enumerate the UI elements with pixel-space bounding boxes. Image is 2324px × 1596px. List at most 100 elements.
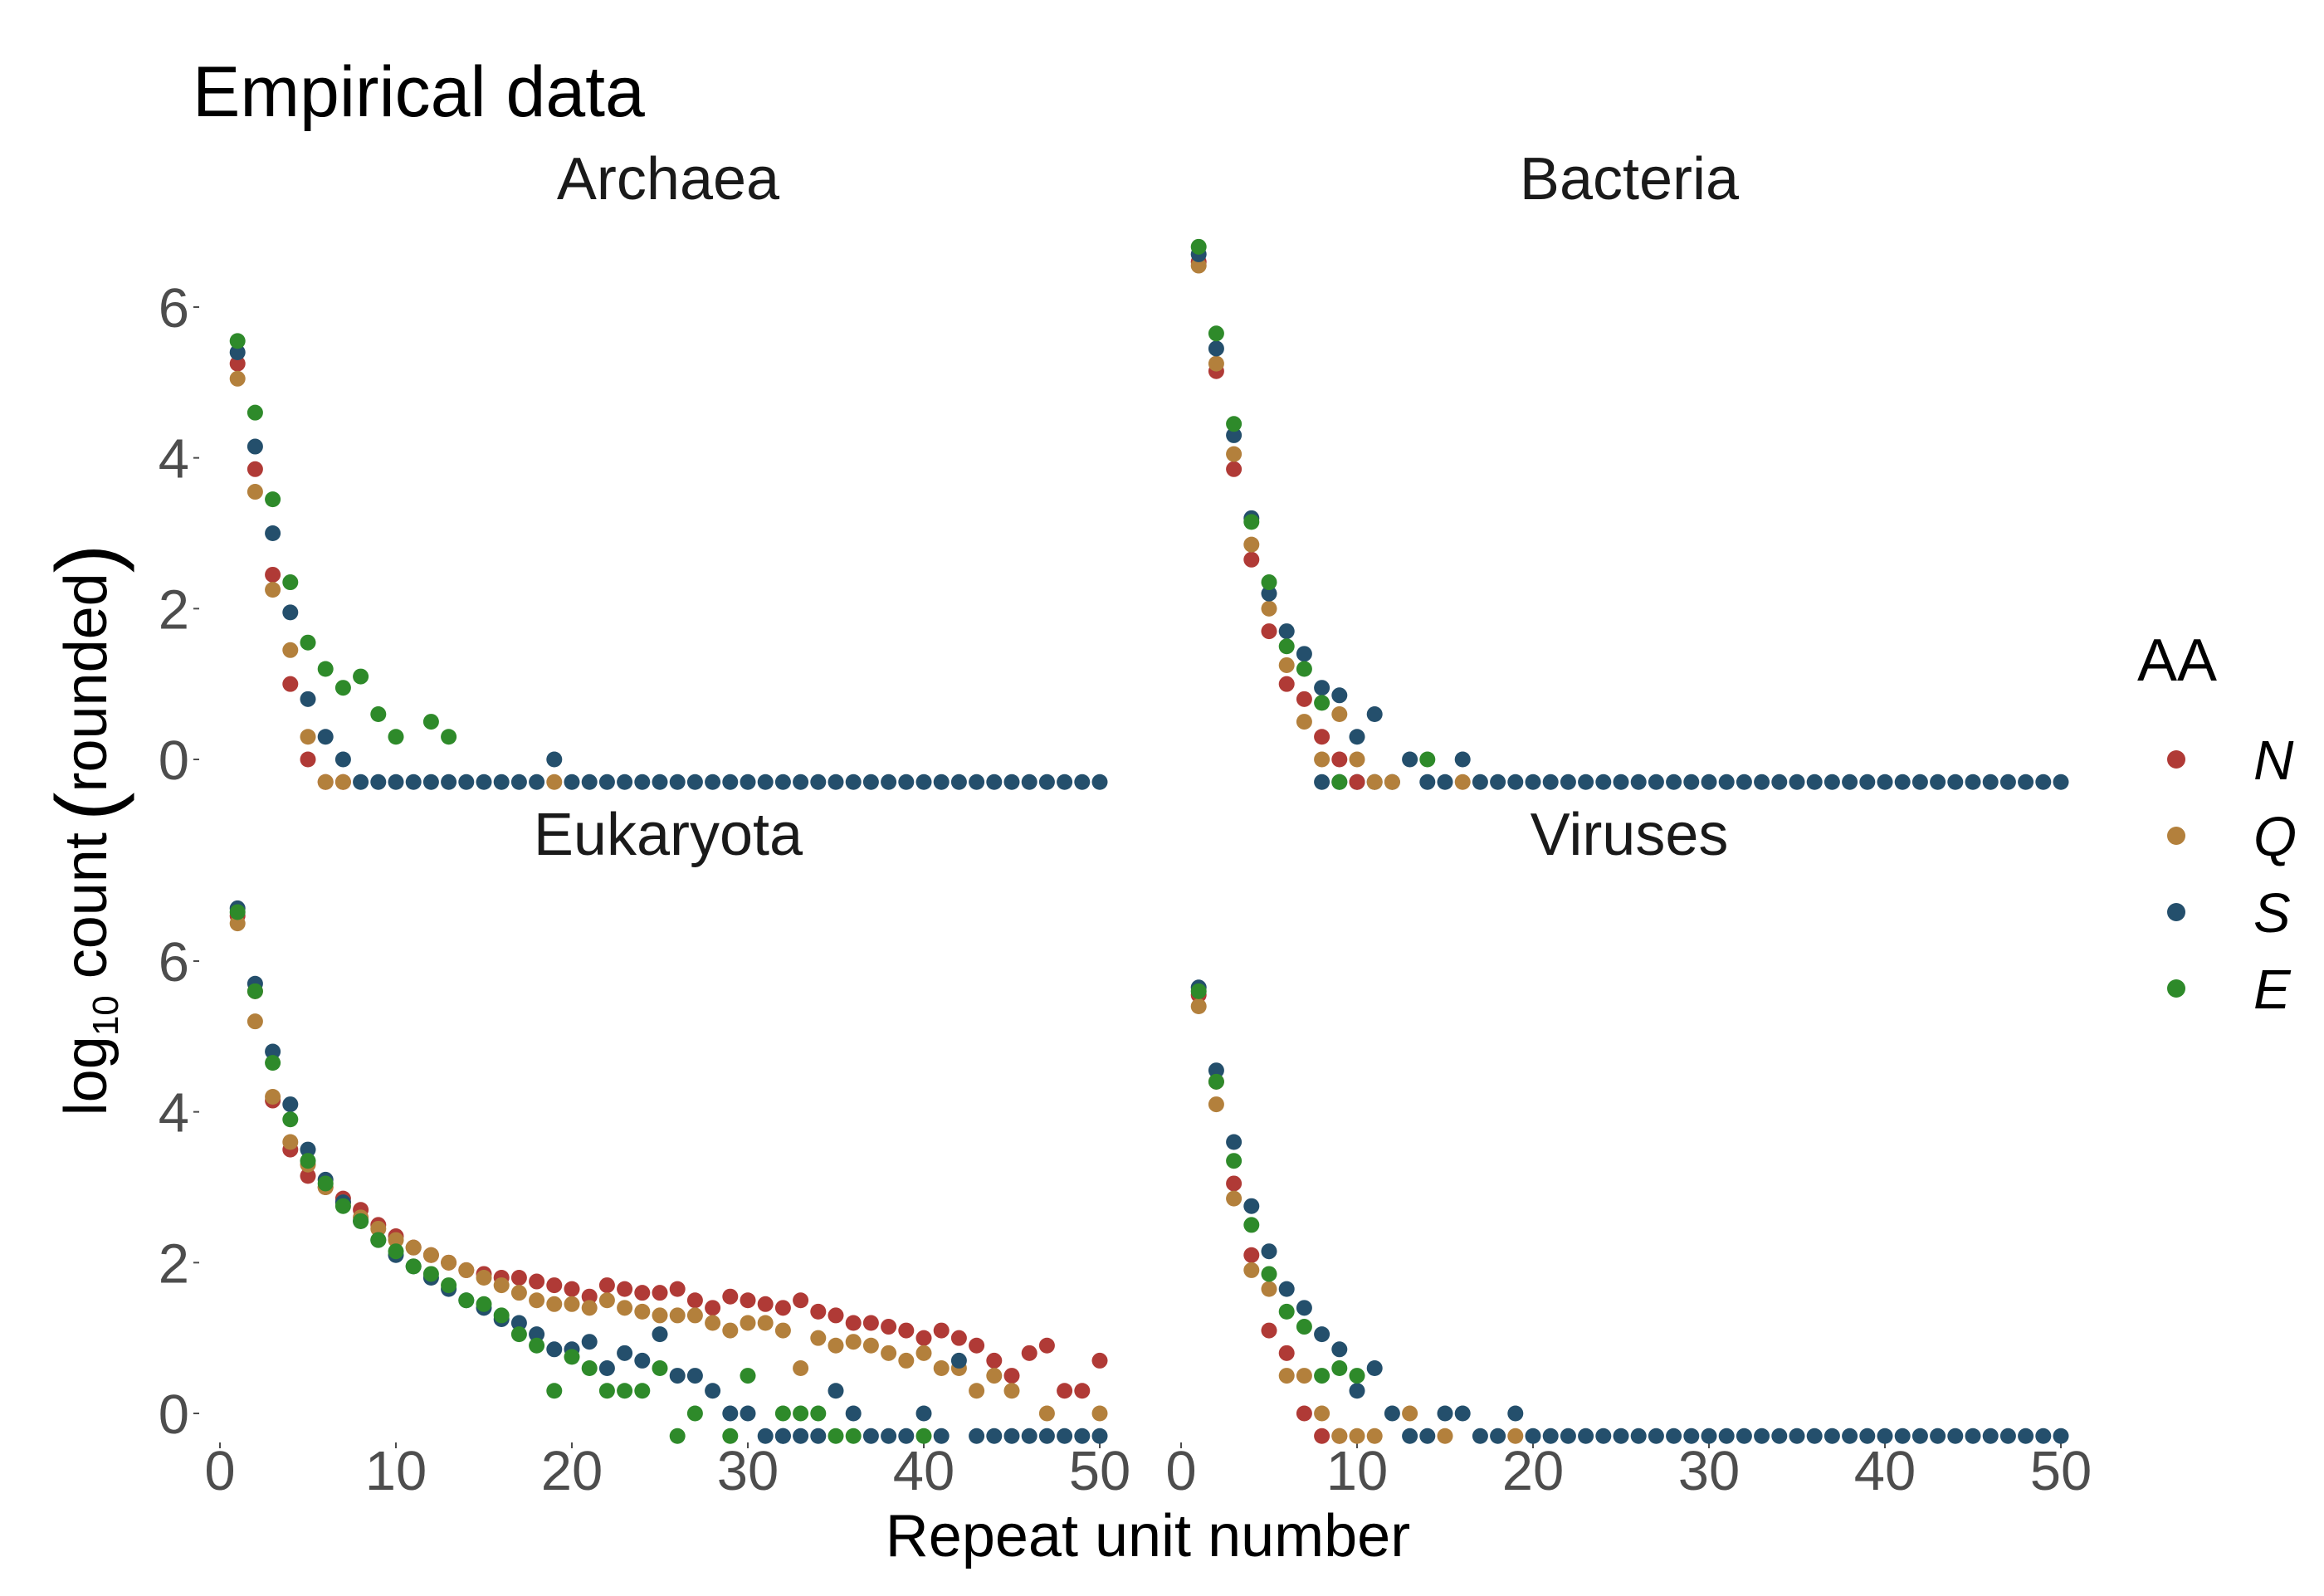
point-eukaryota-S: [845, 1405, 862, 1422]
point-bacteria-S-floor: [1560, 774, 1576, 790]
point-eukaryota-Q: [757, 1315, 774, 1331]
point-archaea-Q: [265, 582, 281, 598]
legend-key-E: [2167, 979, 2185, 998]
point-eukaryota-N: [774, 1300, 791, 1316]
point-bacteria-S-floor: [1877, 774, 1893, 790]
point-viruses-N: [1243, 1247, 1260, 1263]
point-eukaryota-N: [969, 1337, 985, 1354]
point-eukaryota-S-floor: [757, 1428, 774, 1444]
point-eukaryota-E: [686, 1405, 703, 1422]
point-archaea-E: [229, 333, 246, 349]
point-eukaryota-S: [915, 1405, 932, 1422]
point-bacteria-S: [1208, 340, 1224, 357]
legend-key-Q: [2167, 827, 2185, 845]
point-archaea-N: [247, 461, 263, 477]
point-archaea-Q: [546, 774, 563, 790]
point-archaea-Q: [334, 774, 351, 790]
point-eukaryota-Q: [969, 1383, 985, 1399]
point-bacteria-S-floor: [1578, 774, 1594, 790]
point-archaea-S-floor: [793, 774, 809, 790]
point-archaea-Q: [282, 642, 299, 658]
point-eukaryota-E: [529, 1337, 545, 1354]
point-viruses-S: [1384, 1405, 1400, 1422]
x-tick-label: 30: [717, 1440, 779, 1502]
point-viruses-Q: [1278, 1368, 1295, 1384]
panel-eukaryota-points: [229, 900, 1108, 1444]
x-axis-ticks-right-column: 0 10 20 30 40 50: [1165, 1440, 2092, 1502]
point-eukaryota-Q: [617, 1300, 633, 1316]
point-eukaryota-Q: [529, 1292, 545, 1309]
point-eukaryota-N: [845, 1315, 862, 1331]
point-archaea-S-floor: [810, 774, 827, 790]
point-archaea-S-floor: [598, 774, 615, 790]
point-archaea-S-floor: [617, 774, 633, 790]
point-viruses-S: [1331, 1341, 1348, 1358]
point-bacteria-S: [1314, 680, 1330, 696]
point-archaea-S: [334, 751, 351, 768]
point-viruses-Q: [1208, 1096, 1224, 1113]
point-viruses-S-floor: [1789, 1428, 1805, 1444]
point-bacteria-E: [1261, 574, 1277, 591]
point-eukaryota-Q: [458, 1262, 475, 1278]
point-archaea-S-floor: [722, 774, 739, 790]
point-archaea-S-floor: [388, 774, 404, 790]
point-bacteria-S-floor: [1507, 774, 1524, 790]
point-archaea-S: [265, 525, 281, 541]
point-archaea-E: [422, 714, 439, 730]
point-eukaryota-N: [1091, 1352, 1108, 1369]
point-archaea-S-floor: [564, 774, 580, 790]
point-eukaryota-S-floor: [1021, 1428, 1038, 1444]
y-tick-label: 0: [159, 730, 189, 792]
point-eukaryota-S: [705, 1383, 721, 1399]
y-tick-label: 2: [159, 1232, 189, 1295]
point-archaea-S-floor: [529, 774, 545, 790]
point-bacteria-Q: [1331, 706, 1348, 722]
x-tick-label: 50: [1069, 1440, 1131, 1502]
point-eukaryota-N: [300, 1168, 316, 1184]
point-eukaryota-Q: [546, 1296, 563, 1312]
point-eukaryota-N: [705, 1300, 721, 1316]
point-eukaryota-N: [510, 1270, 527, 1286]
point-eukaryota-Q: [370, 1220, 387, 1237]
point-eukaryota-S: [652, 1326, 668, 1343]
point-viruses-E: [1243, 1217, 1260, 1233]
x-tick-label: 30: [1678, 1440, 1741, 1502]
point-viruses-S-floor: [1911, 1428, 1928, 1444]
point-archaea-S-floor: [634, 774, 651, 790]
point-archaea-S-floor: [422, 774, 439, 790]
point-eukaryota-S: [598, 1360, 615, 1376]
point-bacteria-S: [1331, 687, 1348, 704]
point-eukaryota-N: [740, 1292, 756, 1309]
point-eukaryota-N: [617, 1281, 633, 1297]
point-eukaryota-E: [441, 1277, 457, 1294]
point-eukaryota-S: [617, 1345, 633, 1361]
point-bacteria-Q: [1384, 774, 1400, 790]
point-viruses-E: [1296, 1319, 1312, 1335]
point-viruses-S: [1454, 1405, 1471, 1422]
point-eukaryota-Q: [510, 1285, 527, 1301]
point-bacteria-Q: [1261, 600, 1277, 617]
x-tick-label: 20: [541, 1440, 603, 1502]
point-bacteria-S-floor: [1947, 774, 1964, 790]
point-viruses-S-floor: [1613, 1428, 1629, 1444]
point-bacteria-S-floor: [2018, 774, 2034, 790]
point-eukaryota-Q: [862, 1337, 879, 1354]
point-viruses-S-floor: [1947, 1428, 1964, 1444]
point-eukaryota-N: [1057, 1383, 1073, 1399]
point-archaea-S: [317, 729, 334, 745]
x-tick-label: 40: [893, 1440, 955, 1502]
y-axis-label-rounded: rounded: [53, 573, 120, 792]
point-viruses-E: [1331, 1360, 1348, 1376]
point-archaea-S-floor: [493, 774, 510, 790]
point-eukaryota-S-floor: [1038, 1428, 1055, 1444]
x-tick-label: 50: [2030, 1440, 2092, 1502]
point-eukaryota-E: [493, 1307, 510, 1324]
point-archaea-S-floor: [915, 774, 932, 790]
point-viruses-E: [1208, 1073, 1224, 1090]
point-eukaryota-Q: [722, 1322, 739, 1339]
point-eukaryota-S: [265, 1043, 281, 1060]
x-axis-label: Repeat unit number: [886, 1503, 1410, 1569]
point-eukaryota-Q: [1003, 1383, 1020, 1399]
point-viruses-S-floor: [1999, 1428, 2016, 1444]
point-eukaryota-Q: [686, 1307, 703, 1324]
